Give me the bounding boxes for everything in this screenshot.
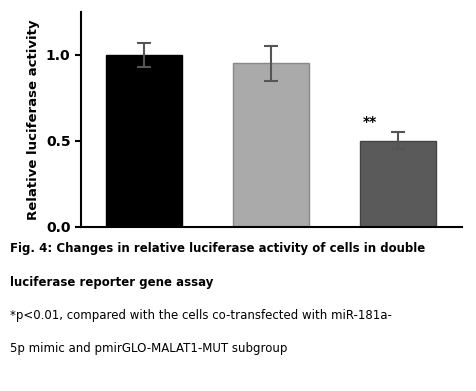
Y-axis label: Relative luciferase activity: Relative luciferase activity [27, 19, 40, 219]
Text: **: ** [363, 115, 377, 129]
Text: Fig. 4: Changes in relative luciferase activity of cells in double: Fig. 4: Changes in relative luciferase a… [10, 242, 425, 255]
Text: *p<0.01, compared with the cells co-transfected with miR-181a-: *p<0.01, compared with the cells co-tran… [10, 309, 391, 322]
Text: 5p mimic and pmirGLO-MALAT1-MUT subgroup: 5p mimic and pmirGLO-MALAT1-MUT subgroup [10, 342, 287, 355]
Bar [233, 63, 309, 227]
Bar [106, 55, 182, 227]
Text: luciferase reporter gene assay: luciferase reporter gene assay [10, 276, 213, 289]
Bar [360, 141, 436, 227]
